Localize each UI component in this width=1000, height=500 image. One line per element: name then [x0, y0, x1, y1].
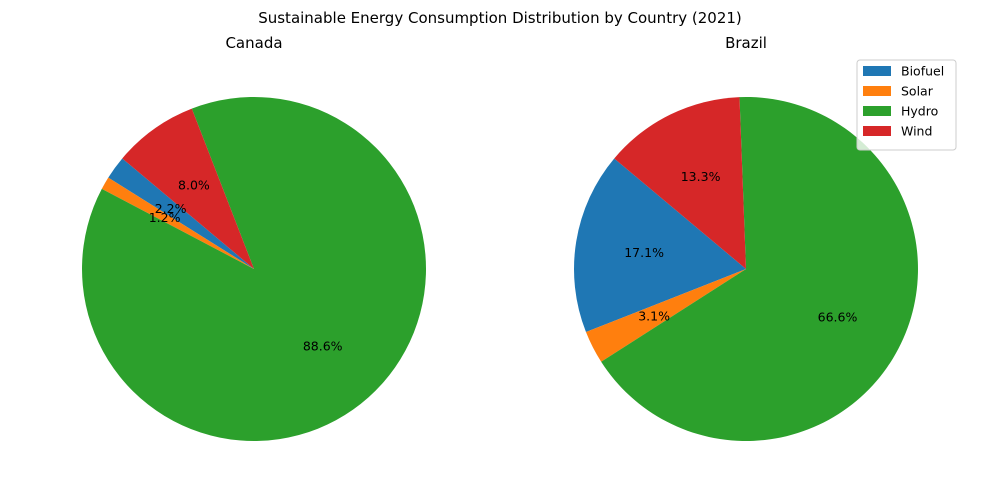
chart-title: Sustainable Energy Consumption Distribut…: [258, 9, 742, 27]
pie-brazil-slice-wind: [614, 97, 746, 270]
pie-canada-slice-hydro: [82, 96, 427, 441]
pie-brazil-slice-solar: [585, 269, 746, 362]
pie-brazil-pct-label-hydro: 66.6%: [818, 309, 858, 324]
pie-brazil-pct-label-biofuel: 17.1%: [624, 245, 664, 260]
pie-canada-pct-label-wind: 8.0%: [178, 178, 210, 193]
legend-label-wind: Wind: [901, 124, 932, 139]
legend-label-biofuel: Biofuel: [901, 64, 944, 79]
pie-brazil-pct-label-solar: 3.1%: [638, 309, 670, 324]
pie-brazil-slice-hydro: [601, 96, 918, 441]
legend-swatch-wind: [863, 126, 891, 136]
legend-label-hydro: Hydro: [901, 104, 938, 119]
pie-canada-pct-label-biofuel: 2.2%: [155, 201, 187, 216]
legend: Biofuel Solar Hydro Wind: [856, 59, 957, 151]
pie-canada-slices: [82, 96, 427, 441]
pie-brazil-labels: 17.1% 3.1% 66.6% 13.3%: [624, 169, 857, 324]
legend-swatch-hydro: [863, 106, 891, 116]
pie-canada-pct-label-hydro: 88.6%: [303, 339, 343, 354]
legend-label-solar: Solar: [901, 84, 934, 99]
pie-brazil-slice-biofuel: [574, 158, 746, 333]
pie-brazil-slices: [574, 96, 918, 441]
pie-canada-title: Canada: [225, 34, 282, 52]
legend-swatch-solar: [863, 86, 891, 96]
pie-brazil: 17.1% 3.1% 66.6% 13.3% Brazil: [574, 34, 918, 441]
pie-canada-labels: 2.2%1.2% 88.6% 8.0%: [149, 178, 343, 354]
pie-canada-slice-solar: [101, 177, 254, 269]
pie-canada-slice-wind: [122, 108, 255, 269]
pie-canada-pct-label-solar: 1.2%: [149, 210, 181, 225]
pie-brazil-pct-label-wind: 13.3%: [681, 169, 721, 184]
pie-canada-slice-biofuel: [108, 158, 254, 269]
pie-brazil-title: Brazil: [725, 34, 767, 52]
legend-swatch-biofuel: [863, 66, 891, 76]
pie-canada: 2.2%1.2% 88.6% 8.0% Canada: [82, 34, 427, 441]
